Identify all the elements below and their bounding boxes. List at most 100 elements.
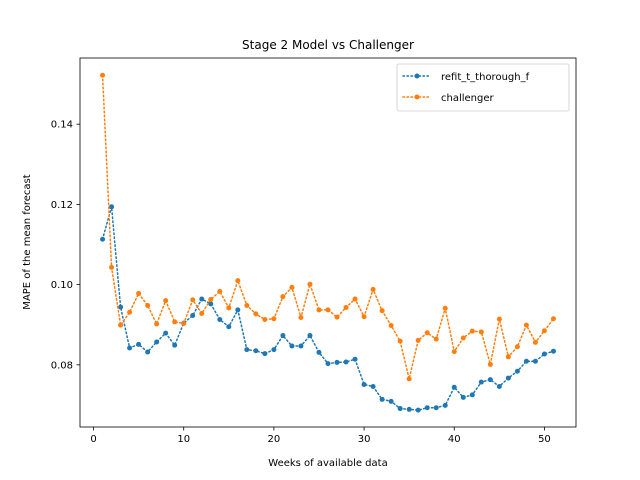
- data-point-refit_t_thorough_f: [469, 392, 475, 398]
- data-point-challenger: [478, 329, 484, 335]
- data-point-challenger: [109, 264, 115, 270]
- data-point-challenger: [262, 317, 268, 323]
- data-point-challenger: [244, 302, 250, 308]
- data-point-refit_t_thorough_f: [433, 405, 439, 411]
- data-point-challenger: [208, 296, 214, 302]
- data-point-challenger: [505, 354, 511, 360]
- data-point-refit_t_thorough_f: [514, 368, 520, 374]
- data-point-challenger: [163, 298, 169, 304]
- data-point-refit_t_thorough_f: [370, 383, 376, 389]
- data-point-challenger: [460, 335, 466, 341]
- data-point-challenger: [523, 322, 529, 328]
- legend-label: challenger: [441, 93, 495, 104]
- data-point-challenger: [127, 309, 133, 315]
- data-point-challenger: [334, 314, 340, 320]
- data-point-refit_t_thorough_f: [244, 347, 250, 353]
- data-point-refit_t_thorough_f: [226, 324, 232, 330]
- data-point-challenger: [487, 361, 493, 367]
- y-tick-label: 0.14: [51, 120, 73, 131]
- data-point-refit_t_thorough_f: [415, 407, 421, 413]
- data-point-refit_t_thorough_f: [109, 204, 115, 210]
- data-point-refit_t_thorough_f: [532, 358, 538, 364]
- data-point-challenger: [469, 328, 475, 334]
- data-point-refit_t_thorough_f: [280, 333, 286, 339]
- data-point-refit_t_thorough_f: [127, 345, 133, 351]
- data-point-refit_t_thorough_f: [154, 339, 160, 345]
- data-point-refit_t_thorough_f: [478, 379, 484, 385]
- data-point-refit_t_thorough_f: [487, 377, 493, 383]
- x-axis-label: Weeks of available data: [268, 458, 387, 469]
- data-point-challenger: [154, 321, 160, 327]
- data-point-challenger: [316, 307, 322, 313]
- data-point-refit_t_thorough_f: [379, 396, 385, 402]
- data-point-challenger: [289, 284, 295, 290]
- data-point-refit_t_thorough_f: [262, 351, 268, 357]
- x-tick-label: 0: [90, 434, 96, 445]
- data-point-challenger: [415, 337, 421, 343]
- data-point-refit_t_thorough_f: [271, 347, 277, 353]
- x-tick-label: 10: [177, 434, 190, 445]
- data-point-challenger: [361, 314, 367, 320]
- data-point-challenger: [388, 323, 394, 329]
- x-axis-ticks: 0 10 20 30 40 50: [90, 427, 551, 445]
- data-point-refit_t_thorough_f: [397, 406, 403, 412]
- data-point-refit_t_thorough_f: [118, 304, 124, 310]
- data-point-refit_t_thorough_f: [190, 312, 196, 318]
- data-point-challenger: [370, 286, 376, 292]
- data-point-challenger: [532, 339, 538, 345]
- plot-frame: [79, 57, 577, 428]
- x-tick-label: 50: [538, 434, 551, 445]
- data-point-challenger: [442, 305, 448, 311]
- data-point-challenger: [190, 297, 196, 303]
- legend-box: [396, 63, 570, 112]
- data-point-challenger: [379, 308, 385, 314]
- data-point-challenger: [217, 288, 223, 294]
- data-point-challenger: [307, 281, 313, 287]
- data-point-challenger: [136, 290, 142, 296]
- data-point-refit_t_thorough_f: [523, 358, 529, 364]
- data-point-refit_t_thorough_f: [235, 307, 241, 313]
- y-axis-label: MAPE of the mean forecast: [22, 174, 33, 309]
- data-point-refit_t_thorough_f: [541, 351, 547, 357]
- data-point-challenger: [550, 316, 556, 322]
- data-point-refit_t_thorough_f: [460, 394, 466, 400]
- data-point-challenger: [280, 294, 286, 300]
- data-point-refit_t_thorough_f: [442, 402, 448, 408]
- data-point-refit_t_thorough_f: [199, 296, 205, 302]
- data-point-challenger: [514, 344, 520, 350]
- data-point-challenger: [451, 349, 457, 355]
- data-point-refit_t_thorough_f: [388, 398, 394, 404]
- data-point-refit_t_thorough_f: [163, 330, 169, 336]
- legend-swatch-marker: [414, 94, 420, 100]
- data-point-challenger: [118, 322, 124, 328]
- data-point-challenger: [145, 302, 151, 308]
- data-point-refit_t_thorough_f: [298, 343, 304, 349]
- x-tick-label: 20: [268, 434, 281, 445]
- data-point-refit_t_thorough_f: [343, 359, 349, 365]
- data-point-challenger: [496, 316, 502, 322]
- data-point-refit_t_thorough_f: [496, 383, 502, 389]
- data-point-refit_t_thorough_f: [406, 406, 412, 412]
- data-point-refit_t_thorough_f: [136, 341, 142, 347]
- data-point-challenger: [424, 330, 430, 336]
- data-point-refit_t_thorough_f: [253, 348, 259, 354]
- data-point-refit_t_thorough_f: [451, 384, 457, 390]
- data-point-refit_t_thorough_f: [334, 359, 340, 365]
- data-point-refit_t_thorough_f: [172, 342, 178, 348]
- series-layer: [100, 72, 556, 413]
- data-point-challenger: [397, 338, 403, 344]
- x-tick-label: 40: [448, 434, 461, 445]
- data-point-refit_t_thorough_f: [424, 405, 430, 411]
- data-point-challenger: [271, 316, 277, 322]
- data-point-challenger: [343, 304, 349, 310]
- data-point-refit_t_thorough_f: [325, 361, 331, 367]
- data-point-challenger: [172, 319, 178, 325]
- chart-title: Stage 2 Model vs Challenger: [242, 38, 414, 52]
- data-point-refit_t_thorough_f: [505, 375, 511, 381]
- y-axis-ticks: 0.08 0.10 0.12 0.14: [51, 120, 80, 371]
- data-point-refit_t_thorough_f: [217, 317, 223, 323]
- data-point-refit_t_thorough_f: [352, 356, 358, 362]
- y-tick-label: 0.08: [51, 360, 73, 371]
- data-point-challenger: [199, 310, 205, 316]
